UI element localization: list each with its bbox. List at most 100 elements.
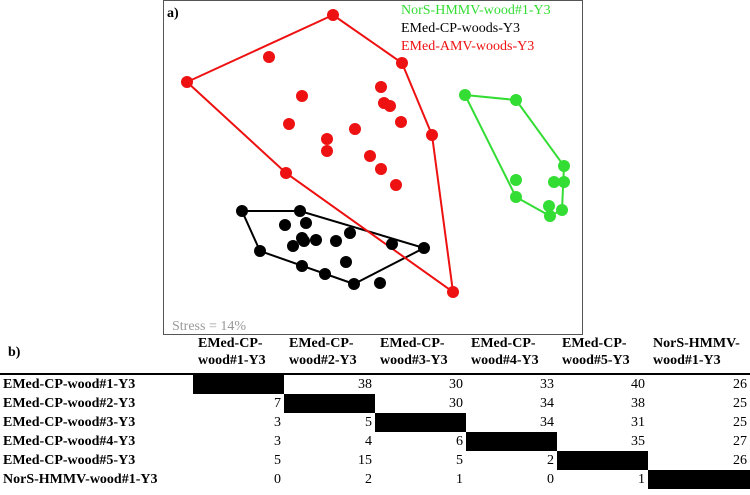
table-cell: 5 xyxy=(365,415,372,430)
data-point xyxy=(447,286,459,298)
data-point xyxy=(280,167,292,179)
data-point xyxy=(279,219,291,231)
table-cell: 31 xyxy=(631,415,645,430)
column-header: EMed-CP-wood#1-Y3 xyxy=(198,336,266,368)
table-cell: 34 xyxy=(540,415,554,430)
table-cell: 3 xyxy=(274,415,281,430)
table-cell: 6 xyxy=(456,434,463,449)
data-point xyxy=(418,242,430,254)
data-point xyxy=(263,51,275,63)
table-body: EMed-CP-wood#1-Y3 38 30 33 40 26 EMed-CP-wood#… xyxy=(0,374,750,489)
diagonal-cell xyxy=(557,451,648,470)
hull-1 xyxy=(240,210,427,286)
data-point xyxy=(283,118,295,130)
diagonal-cell xyxy=(466,432,557,451)
column-header: EMed-CP-wood#3-Y3 xyxy=(380,336,448,368)
table-cell: 35 xyxy=(631,434,645,449)
row-header: EMed-CP-wood#4-Y3 xyxy=(3,434,136,449)
table-row: EMed-CP-wood#3-Y3 3 5 34 31 25 xyxy=(0,413,750,432)
table-cell: 3 xyxy=(274,434,281,449)
diagonal-cell xyxy=(284,394,375,413)
table-cell: 30 xyxy=(449,377,463,392)
data-point xyxy=(386,238,398,250)
data-point xyxy=(544,210,556,222)
table-cell: 2 xyxy=(547,453,554,468)
data-point xyxy=(374,277,386,289)
data-point xyxy=(459,89,471,101)
table-cell: 25 xyxy=(733,396,747,411)
data-point xyxy=(236,205,248,217)
column-header: EMed-CP-wood#4-Y3 xyxy=(471,336,539,368)
data-point xyxy=(296,260,308,272)
table-cell: 40 xyxy=(631,377,645,392)
legend-entry-nors-hmmv: NorS-HMMV-wood#1-Y3 xyxy=(401,3,551,18)
data-point xyxy=(321,133,333,145)
table-header-row: b) EMed-CP-wood#1-Y3 EMed-CP-wood#2-Y3 E… xyxy=(0,335,750,374)
data-point xyxy=(543,200,555,212)
point-layer xyxy=(181,9,570,298)
data-point xyxy=(181,76,193,88)
data-point xyxy=(349,123,361,135)
table-cell: 15 xyxy=(358,453,372,468)
column-header: NorS-HMMV-wood#1-Y3 xyxy=(653,336,740,368)
row-header: EMed-CP-wood#2-Y3 xyxy=(3,396,136,411)
table-row: EMed-CP-wood#1-Y3 38 30 33 40 26 xyxy=(0,374,750,394)
data-point xyxy=(254,245,266,257)
column-header: EMed-CP-wood#5-Y3 xyxy=(562,336,630,368)
data-point xyxy=(310,234,322,246)
panel-label-a: a) xyxy=(167,6,179,21)
data-point xyxy=(327,9,339,21)
data-point xyxy=(340,256,352,268)
stress-annotation: Stress = 14% xyxy=(172,319,246,334)
data-point xyxy=(348,278,360,290)
legend-entry-emed-amv: EMed-AMV-woods-Y3 xyxy=(401,39,534,54)
data-point xyxy=(298,235,310,247)
diagonal-cell xyxy=(375,413,466,432)
diagonal-cell xyxy=(193,374,284,394)
table-row: EMed-CP-wood#4-Y3 3 4 6 35 27 xyxy=(0,432,750,451)
data-point xyxy=(510,174,522,186)
legend-entry-emed-cp: EMed-CP-woods-Y3 xyxy=(401,21,520,36)
data-point xyxy=(384,100,396,112)
table-cell: 33 xyxy=(540,377,554,392)
table-cell: 25 xyxy=(733,415,747,430)
data-point xyxy=(375,163,387,175)
table-row: NorS-HMMV-wood#1-Y3 0 2 1 0 1 xyxy=(0,470,750,489)
data-point xyxy=(556,204,568,216)
data-point xyxy=(344,227,356,239)
table-cell: 38 xyxy=(358,377,372,392)
row-header: EMed-CP-wood#3-Y3 xyxy=(3,415,136,430)
table-cell: 0 xyxy=(547,472,554,487)
data-point xyxy=(395,116,407,128)
nmds-plot: a) NorS-HMMV-wood#1-Y3 EMed-CP-woods-Y3 … xyxy=(163,0,583,335)
data-point xyxy=(396,57,408,69)
panel-label-b: b) xyxy=(8,344,21,360)
dissimilarity-table: b) EMed-CP-wood#1-Y3 EMed-CP-wood#2-Y3 E… xyxy=(0,335,750,489)
table-row: EMed-CP-wood#2-Y3 7 30 34 38 25 xyxy=(0,394,750,413)
data-point xyxy=(287,240,299,252)
table-cell: 7 xyxy=(274,396,281,411)
table-cell: 26 xyxy=(733,377,747,392)
data-point xyxy=(296,90,308,102)
data-point xyxy=(510,94,522,106)
data-point xyxy=(330,235,342,247)
table-cell: 27 xyxy=(733,434,747,449)
table-cell: 0 xyxy=(274,472,281,487)
data-point xyxy=(426,129,438,141)
table-cell: 2 xyxy=(365,472,372,487)
diagonal-cell xyxy=(648,470,750,489)
table-cell: 5 xyxy=(456,453,463,468)
row-header: NorS-HMMV-wood#1-Y3 xyxy=(3,472,158,487)
table-cell: 1 xyxy=(638,472,645,487)
data-point xyxy=(364,150,376,162)
data-point xyxy=(321,145,333,157)
dissimilarity-table-panel: b) EMed-CP-wood#1-Y3 EMed-CP-wood#2-Y3 E… xyxy=(0,335,750,495)
table-cell: 26 xyxy=(733,453,747,468)
table-row: EMed-CP-wood#5-Y3 5 15 5 2 26 xyxy=(0,451,750,470)
data-point xyxy=(319,268,331,280)
plot-frame xyxy=(163,0,583,335)
data-point xyxy=(510,191,522,203)
column-header: EMed-CP-wood#2-Y3 xyxy=(289,336,357,368)
data-point xyxy=(300,217,312,229)
data-point xyxy=(548,176,560,188)
